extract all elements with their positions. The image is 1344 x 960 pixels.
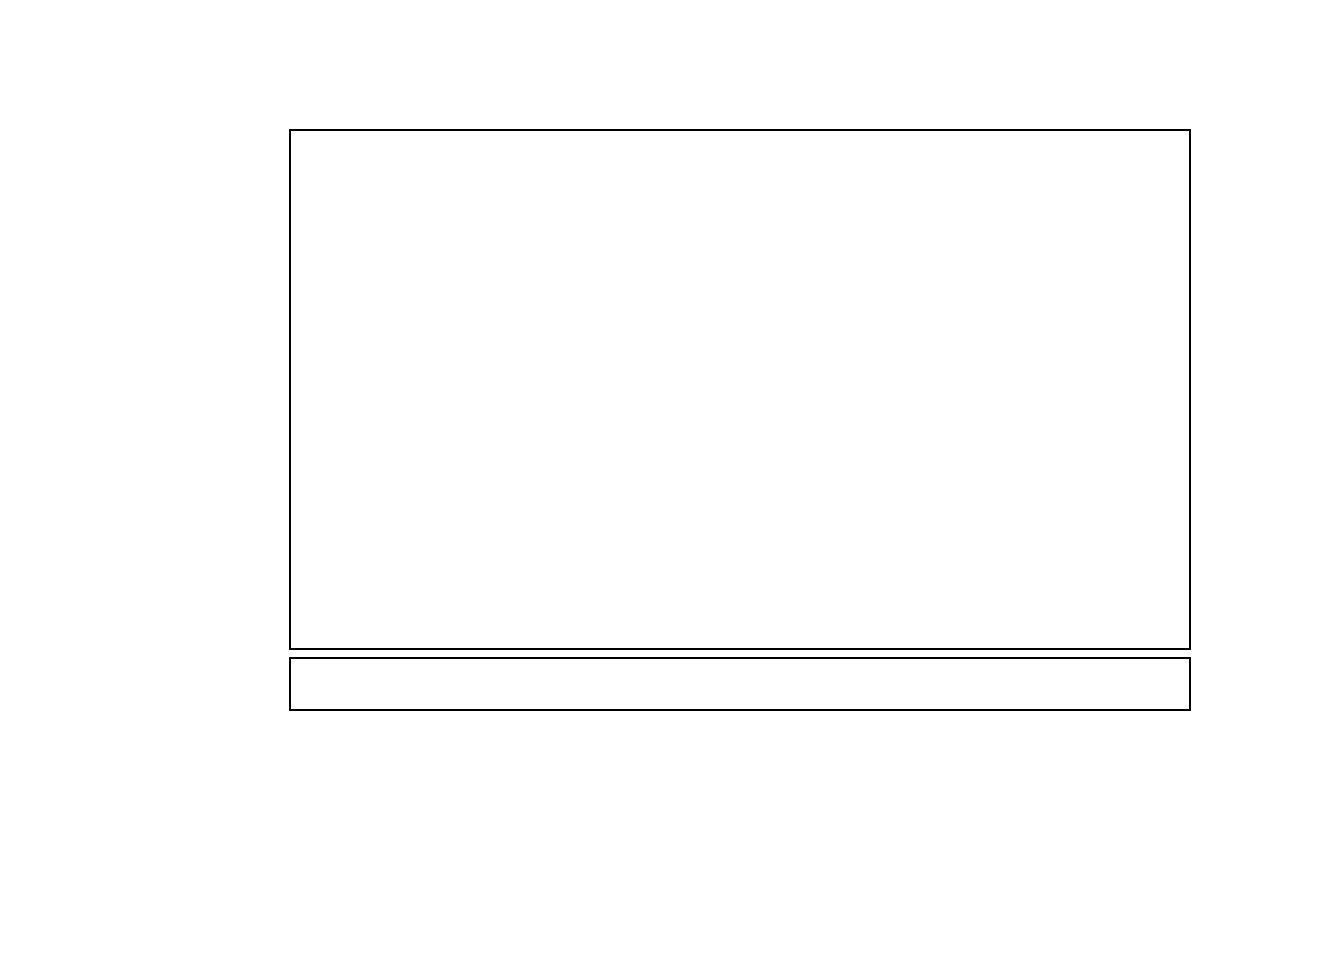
main-panel-frame — [289, 129, 1191, 650]
residual-panel-frame — [289, 657, 1191, 711]
